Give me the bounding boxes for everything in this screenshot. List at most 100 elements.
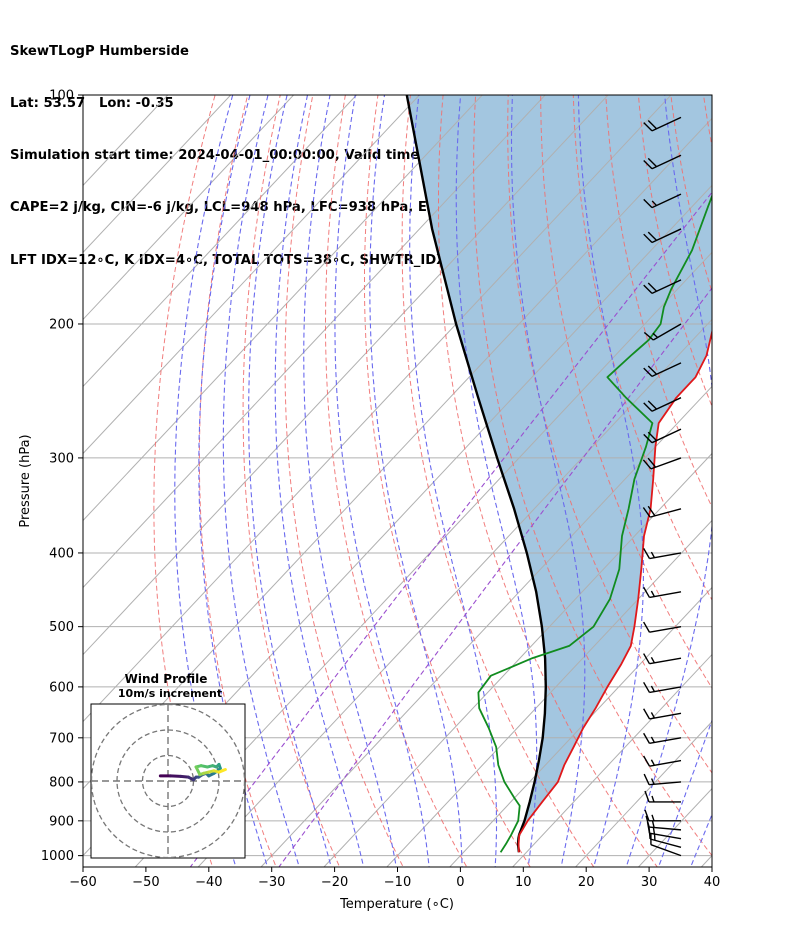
wind-barb — [643, 653, 682, 665]
wind-barb — [643, 428, 682, 444]
wind-barb — [643, 681, 682, 694]
wind-barb — [643, 397, 682, 412]
wind-barb — [645, 815, 682, 831]
y-tick-label: 300 — [49, 451, 74, 466]
moist-adiabat — [334, 95, 430, 867]
hodograph-title: Wind Profile — [125, 672, 208, 686]
wind-barb — [643, 755, 682, 767]
dry-adiabat-layer — [153, 78, 794, 887]
y-tick-label: 800 — [49, 775, 74, 790]
y-axis-label: Pressure (hPa) — [18, 434, 33, 527]
isotherm-line — [323, 452, 712, 867]
cape-area — [406, 95, 712, 853]
y-tick-label: 1000 — [41, 849, 74, 864]
moist-adiabat — [369, 95, 463, 867]
dry-adiabat — [242, 95, 341, 867]
wind-barb — [642, 457, 682, 470]
cape-fill-layer — [406, 95, 712, 853]
x-tick-label: −50 — [132, 875, 159, 890]
mixing-ratio-line — [189, 191, 712, 867]
moist-adiabat — [625, 95, 712, 867]
moist-adiabat-layer — [174, 95, 712, 867]
hodograph-segment — [169, 774, 183, 778]
dewpoint-profile-line — [477, 193, 712, 853]
wind-barb — [643, 154, 682, 170]
isotherm-line — [386, 519, 712, 867]
wind-barb — [643, 708, 682, 720]
axes-layer: −60 −50 −40 −30 −20 −10 0 10 20 30 40 1000 900 800 700… — [41, 89, 720, 891]
dry-adiabat — [540, 95, 712, 689]
temperature-profile-line — [517, 328, 712, 853]
wind-barb — [643, 116, 682, 132]
x-tick-label: 40 — [704, 875, 721, 890]
moist-adiabat — [248, 95, 332, 867]
wind-barb — [643, 548, 682, 560]
hodograph-subtitle: 10m/s increment — [118, 687, 222, 700]
dry-adiabat — [733, 78, 794, 887]
dry-adiabat — [284, 95, 404, 867]
isotherm-line — [83, 95, 546, 589]
isotherm-line — [83, 95, 295, 321]
isotherm-line — [83, 95, 232, 254]
moist-adiabat — [222, 95, 300, 867]
x-tick-label: 20 — [578, 875, 595, 890]
dry-adiabat — [507, 95, 712, 774]
x-tick-label: −10 — [384, 875, 411, 890]
wind-barb — [643, 586, 682, 599]
moist-adiabat — [303, 95, 397, 867]
dry-adiabat — [473, 95, 712, 857]
profile-series-layer — [405, 95, 712, 853]
y-tick-label: 100 — [49, 89, 74, 104]
hodograph-inset: Wind Profile 10m/s increment — [90, 672, 246, 859]
dry-adiabat — [572, 95, 712, 601]
y-tick-label: 600 — [49, 680, 74, 695]
wind-barb — [643, 773, 682, 786]
y-tick-label: 500 — [49, 620, 74, 635]
wind-barb — [642, 505, 682, 518]
isotherm-line — [83, 95, 672, 723]
moist-adiabat — [510, 95, 586, 867]
isotherm-line — [574, 720, 712, 867]
isotherm-line — [83, 95, 421, 455]
isotherm-line — [83, 95, 609, 656]
station-title: SkewTLogP Humberside — [10, 43, 190, 59]
mixing-ratio-layer — [189, 191, 712, 867]
y-tick-label: 900 — [49, 814, 74, 829]
isotherm-line — [83, 95, 358, 388]
wind-barb — [644, 790, 681, 803]
y-tick-label: 200 — [49, 317, 74, 332]
isotherm-line — [83, 95, 483, 522]
location-text: Lat: 53.57 Lon: -0.35 — [10, 96, 174, 112]
wind-barb — [643, 362, 682, 378]
hodograph-segment — [217, 768, 227, 774]
dry-adiabat — [765, 78, 794, 887]
wind-barb — [643, 732, 682, 745]
wind-barb — [643, 323, 682, 341]
x-tick-label: 10 — [515, 875, 532, 890]
plot-area — [83, 78, 794, 887]
wind-barb — [646, 821, 682, 840]
moist-adiabat — [577, 95, 644, 867]
isotherm-line — [449, 586, 712, 867]
wind-barb — [643, 193, 682, 209]
x-axis-label: Temperature (∘C) — [339, 897, 454, 912]
x-tick-label: −60 — [69, 875, 96, 890]
x-tick-label: −30 — [258, 875, 285, 890]
wind-barb-layer — [642, 116, 682, 857]
wind-barb — [644, 809, 681, 822]
wind-barb — [643, 228, 682, 244]
hodograph-trace — [158, 762, 227, 782]
isobar-grid — [83, 95, 712, 857]
y-tick-label: 700 — [49, 731, 74, 746]
dry-adiabat — [703, 95, 712, 149]
isotherm-line — [745, 78, 794, 887]
x-tick-label: 30 — [641, 875, 658, 890]
moist-adiabat — [657, 718, 712, 867]
wind-barb — [643, 279, 682, 295]
x-tick-label: −20 — [321, 875, 348, 890]
isotherm-line — [511, 653, 712, 867]
moist-adiabat — [274, 95, 365, 867]
dry-adiabat — [364, 95, 531, 867]
moist-adiabat — [690, 812, 712, 867]
